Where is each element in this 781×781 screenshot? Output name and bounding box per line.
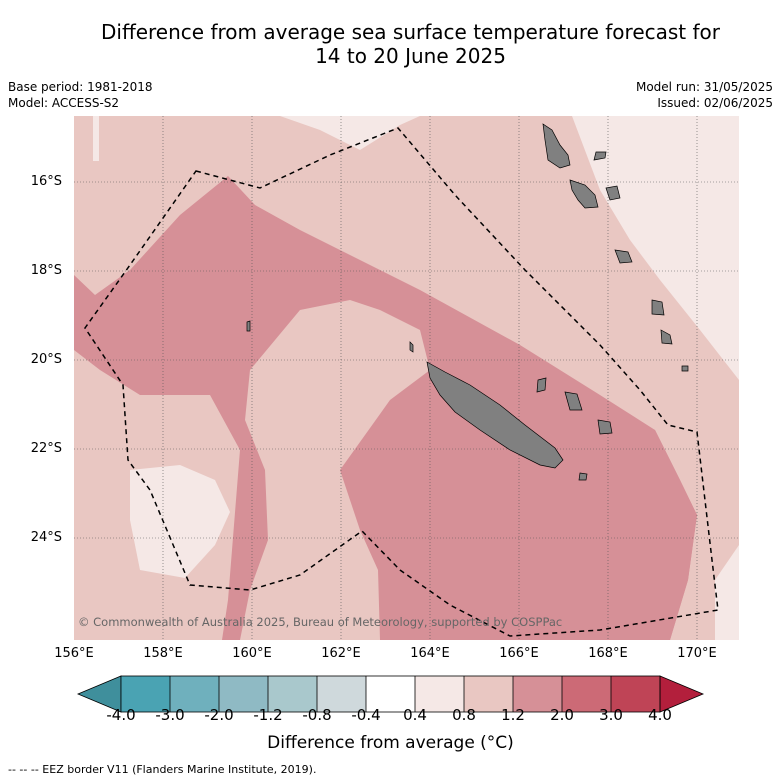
colorbar-tick-label: 4.0 bbox=[648, 706, 672, 724]
lat-tick-label: 18°S bbox=[30, 263, 62, 278]
colorbar-swatch bbox=[170, 676, 219, 712]
lat-tick-label: 16°S bbox=[30, 174, 62, 189]
map-title-line1: Difference from average sea surface temp… bbox=[100, 20, 720, 44]
colorbar-tick-label: 2.0 bbox=[550, 706, 574, 724]
colorbar-swatch bbox=[513, 676, 562, 712]
colorbar-swatch bbox=[366, 676, 415, 712]
lon-tick-label: 160°E bbox=[232, 646, 272, 661]
vanuatu-island bbox=[660, 329, 673, 345]
vanuatu-island bbox=[614, 249, 633, 264]
island bbox=[578, 472, 588, 481]
island bbox=[409, 341, 414, 353]
lon-tick-label: 162°E bbox=[321, 646, 361, 661]
anomaly-band-0.4-0.8-southwest bbox=[130, 465, 230, 578]
lat-tick-label: 20°S bbox=[30, 352, 62, 367]
lat-tick-label: 24°S bbox=[30, 530, 62, 545]
colorbar-tick-label: -2.0 bbox=[204, 706, 234, 724]
colorbar-tick-label: -0.8 bbox=[302, 706, 332, 724]
loyalty-island bbox=[597, 419, 613, 435]
colorbar-swatch bbox=[611, 676, 660, 712]
model-label: Model: ACCESS-S2 bbox=[8, 96, 120, 110]
colorbar-tick-label: -4.0 bbox=[106, 706, 136, 724]
colorbar-swatch bbox=[317, 676, 366, 712]
loyalty-island bbox=[536, 377, 547, 393]
colorbar-tick-label: -3.0 bbox=[155, 706, 185, 724]
lon-tick-label: 164°E bbox=[410, 646, 450, 661]
colorbar-tick-label: 0.8 bbox=[452, 706, 476, 724]
colorbar-swatch bbox=[268, 676, 317, 712]
island bbox=[246, 320, 251, 332]
vanuatu-island bbox=[542, 123, 571, 169]
lon-tick-label: 166°E bbox=[499, 646, 539, 661]
eez-border bbox=[84, 127, 719, 637]
vanuatu-island bbox=[605, 185, 621, 201]
colorbar-tick-label: 1.2 bbox=[501, 706, 525, 724]
map-title-line2: 14 to 20 June 2025 bbox=[315, 44, 506, 68]
new-caledonia-island bbox=[426, 361, 564, 469]
colorbar-swatch bbox=[562, 676, 611, 712]
vanuatu-island bbox=[569, 179, 599, 209]
land-masses bbox=[246, 123, 689, 481]
lat-tick-label: 22°S bbox=[30, 441, 62, 456]
lon-tick-label: 168°E bbox=[588, 646, 628, 661]
sst-anomaly-field bbox=[74, 116, 739, 640]
lon-tick-label: 170°E bbox=[677, 646, 717, 661]
copyright-notice: © Commonwealth of Australia 2025, Bureau… bbox=[78, 615, 563, 629]
colorbar bbox=[76, 675, 705, 713]
lon-tick-label: 156°E bbox=[54, 646, 94, 661]
base-period-label: Base period: 1981-2018 bbox=[8, 80, 153, 94]
colorbar-swatch bbox=[121, 676, 170, 712]
colorbar-tick-label: -1.2 bbox=[253, 706, 283, 724]
anomaly-band-0.4-0.8-north bbox=[280, 116, 420, 150]
model-run-label: Model run: 31/05/2025 bbox=[635, 80, 773, 94]
colorbar-tick-label: -0.4 bbox=[351, 706, 381, 724]
anomaly-band-0.4-0.8-patch bbox=[93, 116, 99, 161]
colorbar-title: Difference from average (°C) bbox=[267, 733, 514, 753]
colorbar-swatch bbox=[464, 676, 513, 712]
lon-tick-label: 158°E bbox=[143, 646, 183, 661]
island bbox=[681, 365, 689, 372]
anomaly-band-0.4-0.8-southeast bbox=[715, 545, 739, 640]
vanuatu-island bbox=[651, 299, 665, 316]
eez-legend-note: -- -- -- EEZ border V11 (Flanders Marine… bbox=[8, 763, 317, 776]
loyalty-island bbox=[564, 391, 583, 411]
graticule bbox=[74, 116, 739, 640]
colorbar-swatch bbox=[415, 676, 464, 712]
colorbar-tick-label: 3.0 bbox=[599, 706, 623, 724]
vanuatu-island bbox=[593, 151, 607, 161]
colorbar-swatch bbox=[219, 676, 268, 712]
issued-label: Issued: 02/06/2025 bbox=[657, 96, 773, 110]
colorbar-tick-label: 0.4 bbox=[403, 706, 427, 724]
